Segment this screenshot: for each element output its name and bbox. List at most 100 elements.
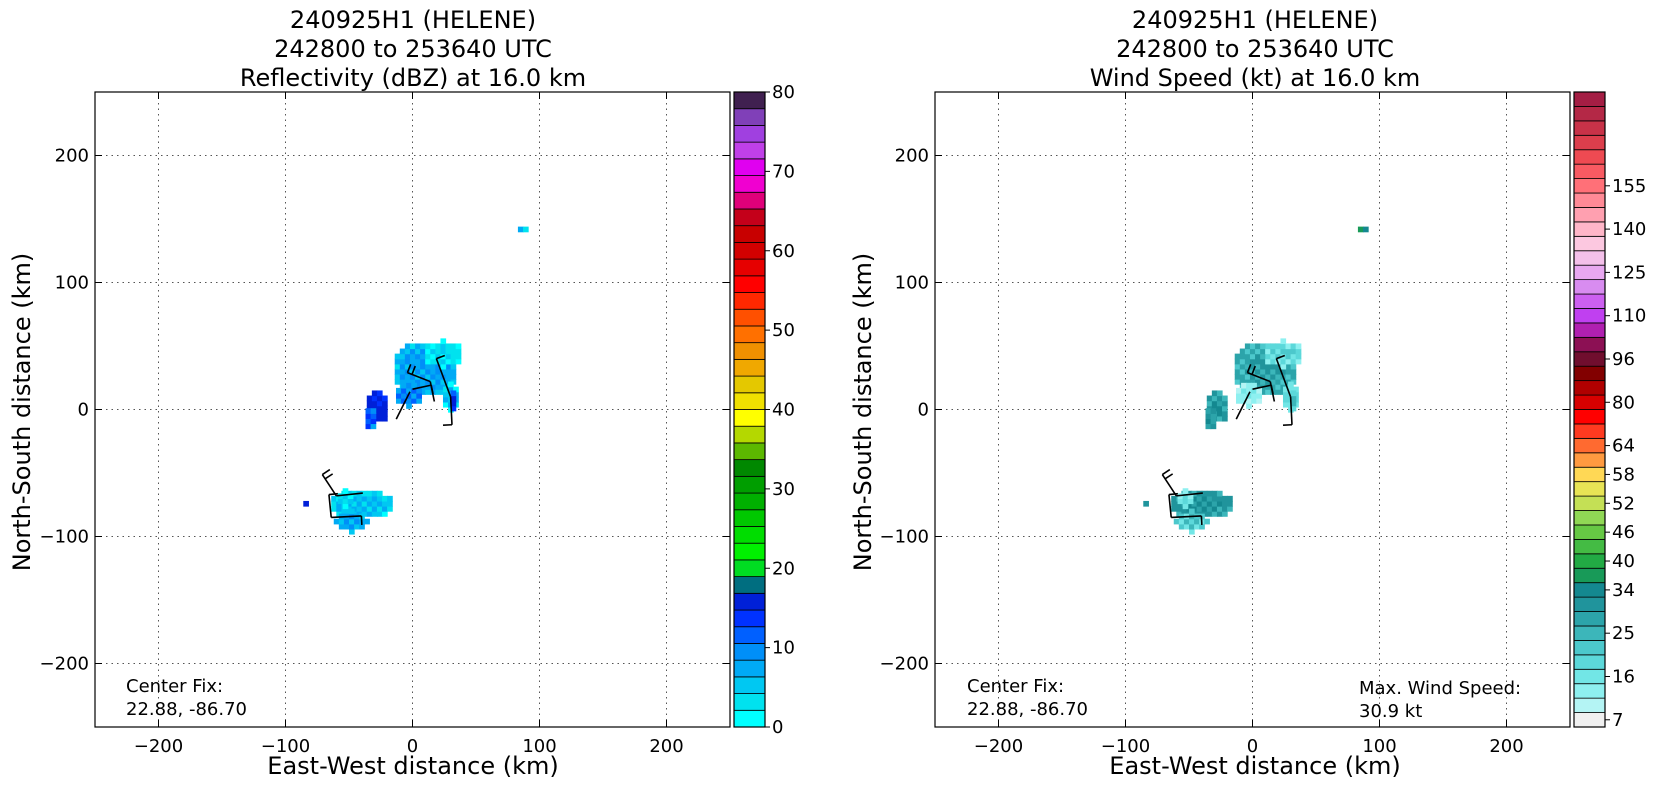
wind-wind-barb-1 [1282,396,1293,426]
wind-colorbar-swatch [1573,423,1606,439]
wind-colorbar-swatch [1573,120,1606,136]
max-wind-speed-label: Max. Wind Speed: [1359,678,1521,699]
reflectivity-colorbar-swatch [733,709,766,728]
wind-colorbar-tick-label: 155 [1612,176,1646,197]
wind-colorbar-swatch [1573,553,1606,569]
wind-x-tick-label: −100 [1101,736,1150,757]
reflectivity-colorbar-swatch [733,158,766,176]
wind-colorbar-swatch [1573,178,1606,194]
reflectivity-x-ticks: −200 −100 0 100 200 [134,92,684,757]
reflectivity-colorbar-swatch [733,559,766,578]
wind-echo-blob-6 [1235,382,1262,409]
wind-colorbar-tick-label: 125 [1612,262,1646,283]
wind-echo-blob-7 [1357,226,1369,233]
reflectivity-y-tick-label: −100 [40,527,89,548]
reflectivity-echo-field [303,226,529,535]
reflectivity-wind-barb-2 [406,363,431,383]
wind-y-tick-label: 100 [895,273,929,294]
wind-center-fix-label: Center Fix: [967,676,1064,697]
reflectivity-panel: 240925H1 (HELENE) 242800 to 253640 UTC R… [8,6,795,780]
reflectivity-colorbar-swatch [733,375,766,394]
reflectivity-colorbar-swatch [733,225,766,243]
wind-colorbar-swatch [1573,437,1606,454]
reflectivity-colorbar-swatch [733,409,766,427]
wind-colorbar-swatch [1573,365,1606,382]
reflectivity-wind-barbs [321,354,453,525]
wind-y-tick-label: 0 [918,400,929,421]
reflectivity-colorbar-swatch [733,509,766,527]
reflectivity-colorbar-tick-label: 80 [772,82,795,103]
wind-colorbar-tick-label: 52 [1612,493,1635,514]
wind-colorbar-swatch [1573,596,1606,612]
reflectivity-colorbar: 0 10 20 30 40 50 60 70 80 [733,82,795,738]
reflectivity-wind-barb-8 [331,515,363,525]
wind-colorbar-tick-label: 7 [1612,710,1623,731]
reflectivity-colorbar-swatch [733,258,766,277]
reflectivity-title-line-2: 242800 to 253640 UTC [274,35,552,63]
reflectivity-echo-blob-4 [365,408,377,430]
wind-colorbar-tick-label: 58 [1612,464,1635,485]
wind-grid [935,92,1570,727]
wind-colorbar-swatch [1573,91,1606,107]
reflectivity-y-tick-label: 100 [55,273,89,294]
reflectivity-colorbar-swatch [733,141,766,160]
reflectivity-x-tick-label: 0 [407,736,418,757]
reflectivity-center-fix-value: 22.88, -86.70 [126,699,247,720]
wind-colorbar-swatch [1573,163,1606,179]
reflectivity-center-fix-label: Center Fix: [126,676,223,697]
wind-colorbar-swatch [1573,134,1606,151]
wind-wind-barb-7 [1176,492,1203,497]
reflectivity-colorbar-swatch [733,442,766,461]
wind-wind-barbs [1161,354,1293,525]
reflectivity-x-tick-label: −200 [134,736,183,757]
wind-y-tick-label: 200 [895,146,929,167]
reflectivity-colorbar-swatch [733,425,766,444]
wind-colorbar-tick-label: 16 [1612,666,1635,687]
wind-title-line-2: 242800 to 253640 UTC [1116,35,1394,63]
wind-x-ticks: −200 −100 0 100 200 [974,92,1524,757]
wind-colorbar-swatch [1573,654,1606,670]
reflectivity-grid [95,92,730,727]
wind-colorbar-swatch [1573,510,1606,526]
reflectivity-colorbar-swatch [733,358,766,377]
wind-colorbar-swatch [1573,683,1606,699]
wind-colorbar-tick-label: 25 [1612,623,1635,644]
wind-colorbar-swatch [1573,250,1606,266]
reflectivity-echo-blob-6 [395,382,422,409]
reflectivity-colorbar-swatch [733,108,766,126]
reflectivity-echo-blob-5 [450,390,457,412]
wind-colorbar-swatch [1573,106,1606,122]
reflectivity-colorbar-swatch [733,208,766,227]
wind-colorbar-swatch [1573,221,1606,237]
reflectivity-echo-blob-11 [303,500,309,507]
wind-colorbar-swatch [1573,697,1606,713]
wind-colorbar-tick-label: 110 [1612,306,1646,327]
reflectivity-colorbar-swatch [733,676,766,694]
wind-x-tick-label: 200 [1489,736,1523,757]
reflectivity-colorbar-tick-label: 40 [772,400,795,421]
wind-colorbar-swatch [1573,308,1606,324]
wind-colorbar-tick-label: 34 [1612,580,1635,601]
reflectivity-colorbar-swatch [733,392,766,410]
wind-wind-barb-2 [1246,363,1271,383]
reflectivity-colorbar-swatch [733,592,766,611]
reflectivity-x-axis-label: East-West distance (km) [267,752,558,780]
wind-colorbar-swatch [1573,380,1606,396]
reflectivity-wind-barb-4 [412,384,434,395]
reflectivity-colorbar-swatch [733,241,766,260]
wind-colorbar-swatch [1573,279,1606,295]
reflectivity-y-axis-label: North-South distance (km) [8,253,36,572]
wind-colorbar-swatch [1573,495,1606,511]
wind-echo-blob-11 [1143,500,1149,507]
reflectivity-y-ticks: −200 −100 0 100 200 [40,146,730,675]
reflectivity-colorbar-swatch [733,191,766,210]
reflectivity-colorbar-tick-label: 10 [772,638,795,659]
wind-colorbar-swatch [1573,293,1606,309]
wind-colorbar-swatch [1573,640,1606,656]
wind-colorbar-tick-label: 140 [1612,219,1646,240]
wind-speed-field [1143,226,1369,535]
wind-colorbar-tick-label: 40 [1612,551,1635,572]
wind-colorbar-swatch [1573,351,1606,367]
wind-x-tick-label: 100 [1362,736,1396,757]
